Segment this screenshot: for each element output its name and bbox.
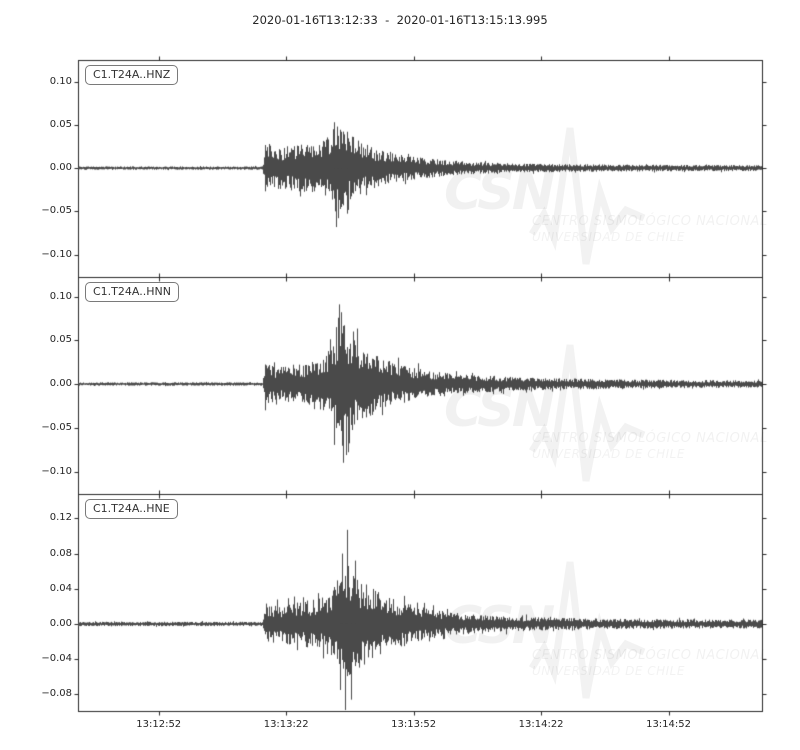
y-tick-label: 0.00 bbox=[49, 162, 72, 174]
y-tick-label: 0.05 bbox=[49, 334, 72, 346]
trace-label-hne: C1.T24A..HNE bbox=[85, 499, 178, 519]
x-tick-label: 13:12:52 bbox=[136, 719, 182, 730]
x-tick-label: 13:14:22 bbox=[518, 719, 564, 730]
trace-label-hnn: C1.T24A..HNN bbox=[85, 282, 179, 302]
y-tick-label: −0.05 bbox=[41, 205, 72, 217]
y-tick-label: 0.00 bbox=[49, 378, 72, 389]
x-tick-label: 13:13:22 bbox=[263, 719, 309, 730]
seismic-zigzag-icon bbox=[528, 344, 646, 482]
csn-watermark: CSN CENTRO SISMOLÓGICO NACIONAL UNIVERSI… bbox=[438, 118, 768, 278]
y-tick-label: 0.05 bbox=[49, 118, 72, 130]
x-tick-label: 13:14:52 bbox=[646, 719, 691, 730]
x-tick-label: 13:13:52 bbox=[391, 719, 437, 730]
csn-watermark-line1: CENTRO SISMOLÓGICO NACIONAL bbox=[532, 648, 768, 663]
csn-watermark-line1: CENTRO SISMOLÓGICO NACIONAL bbox=[532, 214, 768, 229]
y-tick-label: −0.10 bbox=[41, 465, 72, 477]
y-tick-label: 0.10 bbox=[49, 75, 72, 87]
csn-watermark-line2: UNIVERSIDAD DE CHILE bbox=[532, 447, 685, 461]
y-tick-label: −0.10 bbox=[41, 248, 72, 260]
y-tick-label: 0.04 bbox=[49, 582, 72, 594]
y-tick-label: −0.08 bbox=[41, 688, 72, 700]
y-tick-label: 0.10 bbox=[49, 290, 72, 302]
seismic-zigzag-icon bbox=[528, 127, 646, 265]
csn-watermark-line2: UNIVERSIDAD DE CHILE bbox=[532, 230, 685, 244]
y-tick-label: −0.04 bbox=[41, 653, 72, 665]
csn-watermark-line1: CENTRO SISMOLÓGICO NACIONAL bbox=[532, 431, 768, 446]
seismic-zigzag-icon bbox=[528, 561, 646, 699]
csn-watermark: CSN CENTRO SISMOLÓGICO NACIONAL UNIVERSI… bbox=[438, 552, 768, 712]
trace-label-hnz: C1.T24A..HNZ bbox=[85, 65, 179, 85]
y-tick-label: 0.12 bbox=[49, 512, 72, 524]
csn-watermark: CSN CENTRO SISMOLÓGICO NACIONAL UNIVERSI… bbox=[438, 335, 768, 495]
y-tick-label: −0.05 bbox=[41, 421, 72, 433]
csn-watermark-line2: UNIVERSIDAD DE CHILE bbox=[532, 664, 685, 678]
y-tick-label: 0.08 bbox=[49, 547, 72, 559]
y-tick-label: 0.00 bbox=[49, 617, 72, 629]
figure-title: 2020-01-16T13:12:33 - 2020-01-16T13:15:1… bbox=[252, 13, 548, 27]
